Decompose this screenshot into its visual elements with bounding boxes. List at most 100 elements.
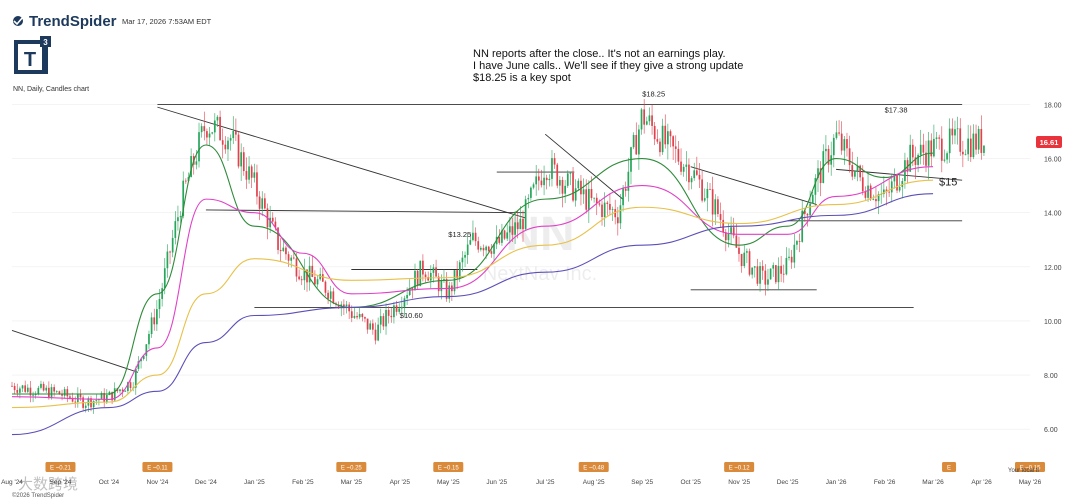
trendline <box>11 329 139 373</box>
candle-body <box>314 276 316 285</box>
candle-body <box>190 156 192 178</box>
candle-body <box>767 279 769 285</box>
candle-body <box>506 232 509 239</box>
candle-body <box>345 304 348 307</box>
candle-body <box>200 126 203 133</box>
candle-body <box>208 133 211 138</box>
candle-body <box>332 291 335 304</box>
candle-body <box>508 226 511 233</box>
candle-body <box>946 153 948 160</box>
watermark-company: NextNav Inc. <box>483 263 597 285</box>
candle-body <box>113 388 116 401</box>
candle-body <box>327 292 329 299</box>
candle-body <box>256 172 258 197</box>
candle-body <box>777 265 780 283</box>
candle-body <box>843 139 846 151</box>
x-tick-label: May '26 <box>1019 479 1042 486</box>
candle-body <box>664 125 667 145</box>
candle-body <box>580 180 582 195</box>
y-tick-label: 16.00 <box>1044 157 1062 164</box>
candle-body <box>690 178 693 183</box>
earnings-marker <box>724 462 755 472</box>
watermark-ticker: NN <box>505 208 574 261</box>
logo-letter: T <box>24 49 36 71</box>
candle-body <box>485 246 487 251</box>
candle-body <box>490 251 493 254</box>
candle-body <box>811 194 814 204</box>
candle-body <box>748 251 751 275</box>
candle-body <box>19 388 21 393</box>
candle-body <box>37 387 40 395</box>
annotation-line-1: NN reports after the close.. It's not an… <box>473 48 726 60</box>
candle-body <box>137 361 140 369</box>
candle-body <box>530 187 532 198</box>
x-tick-label: Jan '26 <box>826 479 847 486</box>
candle-body <box>975 133 977 150</box>
candle-body <box>638 129 640 155</box>
candle-body <box>890 181 893 193</box>
candle-body <box>922 144 925 153</box>
candle-body <box>472 232 474 241</box>
candle-body <box>940 138 943 161</box>
candle-body <box>32 394 34 396</box>
candle-body <box>564 185 566 194</box>
candle-body <box>150 317 153 334</box>
candle-body <box>479 247 482 250</box>
candle-body <box>21 385 24 389</box>
candle-body <box>693 170 696 179</box>
trendline <box>836 168 963 181</box>
candle-body <box>817 168 819 179</box>
candle-body <box>282 247 285 252</box>
candle-body <box>232 131 235 139</box>
candle-body <box>706 188 709 199</box>
candle-body <box>954 129 956 136</box>
candle-body <box>40 383 42 388</box>
candle-body <box>861 177 864 192</box>
candle-body <box>140 359 142 362</box>
x-tick-label: Aug '25 <box>583 479 605 486</box>
price-annotation: $17.38 <box>885 106 908 115</box>
candle-body <box>722 219 725 233</box>
candle-body <box>379 316 382 325</box>
candle-body <box>287 254 290 261</box>
y-tick-label: 10.00 <box>1044 319 1062 326</box>
x-tick-label: Apr '25 <box>390 479 411 486</box>
candle-body <box>540 180 543 186</box>
candle-body <box>469 240 472 245</box>
candle-body <box>977 128 980 150</box>
candle-body <box>387 309 390 316</box>
candle-body <box>245 171 248 180</box>
candle-body <box>253 172 256 178</box>
candle-body <box>901 181 904 187</box>
candle-body <box>653 125 656 140</box>
candle-body <box>403 298 406 307</box>
candle-body <box>235 131 237 135</box>
candle-body <box>329 291 332 299</box>
candle-body <box>893 175 896 182</box>
candle-body <box>121 389 124 392</box>
candle-body <box>148 333 150 345</box>
x-tick-label: Dec '25 <box>777 479 799 486</box>
candle-body <box>898 186 901 191</box>
candle-body <box>343 304 345 307</box>
candle-body <box>761 266 764 271</box>
x-tick-label: Apr '26 <box>971 479 992 486</box>
candle-body <box>672 136 674 147</box>
candle-body <box>55 391 58 393</box>
candle-body <box>127 382 129 392</box>
candle-body <box>111 391 113 401</box>
candle-body <box>775 265 777 283</box>
candle-body <box>793 244 796 263</box>
candle-body <box>24 385 27 392</box>
moving-average-line <box>11 193 934 436</box>
candle-body <box>279 249 282 252</box>
x-tick-label: Feb '25 <box>292 479 314 486</box>
y-tick-label: 6.00 <box>1044 427 1058 434</box>
candle-body <box>464 254 466 258</box>
candle-body <box>840 133 843 151</box>
candle-body <box>661 125 664 153</box>
candle-body <box>827 148 830 165</box>
candle-body <box>377 324 379 341</box>
candle-body <box>271 217 274 222</box>
